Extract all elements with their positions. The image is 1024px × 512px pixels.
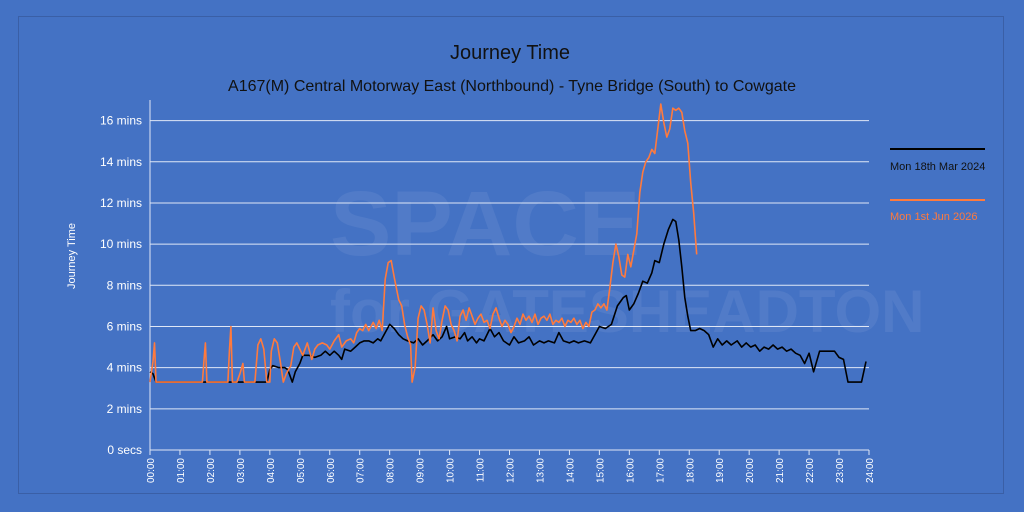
legend: Mon 18th Mar 2024 Mon 1st Jun 2026 [890, 148, 985, 223]
x-tick-label: 12:00 [506, 458, 517, 483]
series-lines [149, 103, 867, 383]
y-tick-label: 2 mins [107, 402, 142, 416]
series-line-mon-18th-mar-2024 [149, 218, 867, 383]
x-tick-label: 17:00 [655, 458, 666, 483]
x-tick-label: 08:00 [386, 458, 397, 483]
x-tick-label: 07:00 [356, 458, 367, 483]
x-tick-label: 09:00 [416, 458, 427, 483]
x-tick-label: 10:00 [446, 458, 457, 483]
y-tick-label: 6 mins [107, 319, 142, 333]
x-tick-label: 15:00 [595, 458, 606, 483]
x-tick-label: 03:00 [236, 458, 247, 483]
x-tick-label: 05:00 [296, 458, 307, 483]
chart-title: Journey Time [450, 42, 570, 64]
y-tick-label: 10 mins [100, 237, 142, 251]
y-axis-ticks: 0 secs 2 mins 4 mins 6 mins 8 mins 10 mins 12 … [100, 114, 142, 457]
x-tick-label: 21:00 [775, 458, 786, 483]
y-tick-label: 0 secs [107, 443, 142, 457]
y-tick-label: 8 mins [107, 278, 142, 292]
y-tick-label: 12 mins [100, 196, 142, 210]
x-tick-label: 02:00 [206, 458, 217, 483]
y-tick-label: 14 mins [100, 155, 142, 169]
x-tick-label: 04:00 [266, 458, 277, 483]
x-tick-label: 01:00 [176, 458, 187, 483]
x-tick-label: 23:00 [835, 458, 846, 483]
x-tick-label: 20:00 [745, 458, 756, 483]
x-axis-ticks: 00:00 01:00 02:00 03:00 04:00 05:00 06:00 07:00… [146, 450, 876, 483]
chart-subtitle: A167(M) Central Motorway East (Northboun… [228, 78, 796, 95]
watermark-line1: SPACE [330, 173, 640, 275]
x-tick-label: 13:00 [535, 458, 546, 483]
x-tick-label: 11:00 [476, 458, 487, 483]
y-tick-label: 16 mins [100, 114, 142, 128]
chart-frame [18, 16, 1004, 494]
x-tick-label: 16:00 [625, 458, 636, 483]
x-tick-label: 06:00 [326, 458, 337, 483]
x-tick-label: 24:00 [865, 458, 876, 483]
x-tick-label: 18:00 [685, 458, 696, 483]
x-tick-label: 22:00 [805, 458, 816, 483]
series-line-mon-1st-jun-2026 [149, 103, 698, 383]
x-tick-label: 00:00 [146, 458, 157, 483]
y-axis-label: Journey Time [66, 223, 78, 289]
y-tick-label: 4 mins [107, 361, 142, 375]
x-tick-label: 19:00 [715, 458, 726, 483]
gridlines [149, 100, 869, 451]
legend-label-mon-1st-jun-2026: Mon 1st Jun 2026 [890, 211, 977, 223]
legend-label-mon-18th-mar-2024: Mon 18th Mar 2024 [890, 161, 985, 173]
x-tick-label: 14:00 [565, 458, 576, 483]
